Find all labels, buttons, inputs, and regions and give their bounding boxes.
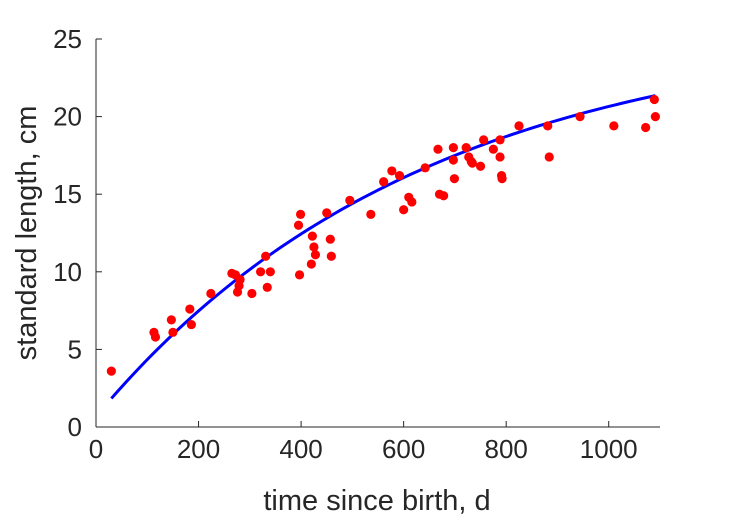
data-point xyxy=(345,195,355,206)
x-tick-label: 1000 xyxy=(580,434,638,464)
y-tick-label: 0 xyxy=(68,412,82,442)
data-point xyxy=(514,121,524,131)
data-point xyxy=(439,191,449,201)
data-point xyxy=(322,208,332,218)
x-tick-label: 400 xyxy=(279,434,322,464)
data-point xyxy=(575,112,585,122)
data-point xyxy=(307,231,317,241)
data-point xyxy=(310,250,321,260)
data-point xyxy=(544,152,554,162)
data-point xyxy=(185,304,195,314)
data-point xyxy=(650,112,660,122)
data-point xyxy=(479,135,489,145)
data-point xyxy=(449,174,459,184)
data-point xyxy=(309,242,319,252)
fit-curve xyxy=(110,94,656,400)
data-point xyxy=(150,332,161,342)
axes: 0 200 400 600 800 1000 0 5 10 15 20 25 xyxy=(53,24,660,464)
data-point xyxy=(262,282,272,292)
data-point xyxy=(488,144,498,154)
data-point xyxy=(261,251,271,261)
data-point xyxy=(265,267,275,277)
data-point xyxy=(461,143,471,153)
data-point xyxy=(475,161,486,171)
x-tick-label: 0 xyxy=(89,434,103,464)
x-tick-label: 600 xyxy=(382,434,425,464)
data-point xyxy=(399,205,409,215)
data-point xyxy=(609,121,619,131)
y-tick-label: 15 xyxy=(53,179,82,209)
data-point xyxy=(186,319,196,330)
data-point xyxy=(420,163,430,173)
data-points-layer xyxy=(106,94,660,376)
data-point xyxy=(649,94,659,105)
y-tick-label: 5 xyxy=(68,334,82,364)
y-tick-label: 25 xyxy=(53,24,82,54)
data-point xyxy=(448,155,458,165)
data-point xyxy=(106,366,116,376)
data-point xyxy=(295,209,306,219)
data-point xyxy=(325,234,335,244)
y-axis-label: standard length, cm xyxy=(11,106,43,361)
data-point xyxy=(293,220,304,230)
data-point xyxy=(433,144,443,154)
y-tick-label: 20 xyxy=(53,102,82,132)
data-point xyxy=(294,270,305,280)
x-axis-label: time since birth, d xyxy=(263,485,490,517)
data-point xyxy=(495,152,505,162)
data-point xyxy=(495,135,505,145)
y-tick-label: 10 xyxy=(53,257,82,287)
data-point xyxy=(497,174,507,184)
data-point xyxy=(379,177,389,187)
data-point xyxy=(394,170,405,181)
data-point xyxy=(448,143,458,153)
data-point xyxy=(326,251,336,261)
data-point xyxy=(168,327,178,337)
data-point xyxy=(247,288,257,299)
x-tick-label: 200 xyxy=(177,434,220,464)
data-point xyxy=(467,158,477,168)
data-point xyxy=(235,274,245,285)
data-point xyxy=(543,121,553,131)
data-point xyxy=(306,259,316,269)
fit-curve-layer xyxy=(110,94,656,400)
data-point xyxy=(387,166,397,176)
data-point xyxy=(166,315,176,325)
data-point xyxy=(407,197,417,207)
data-point xyxy=(641,122,651,133)
data-point xyxy=(206,288,216,299)
data-point xyxy=(366,209,376,219)
data-point xyxy=(255,267,266,277)
x-tick-label: 800 xyxy=(484,434,527,464)
